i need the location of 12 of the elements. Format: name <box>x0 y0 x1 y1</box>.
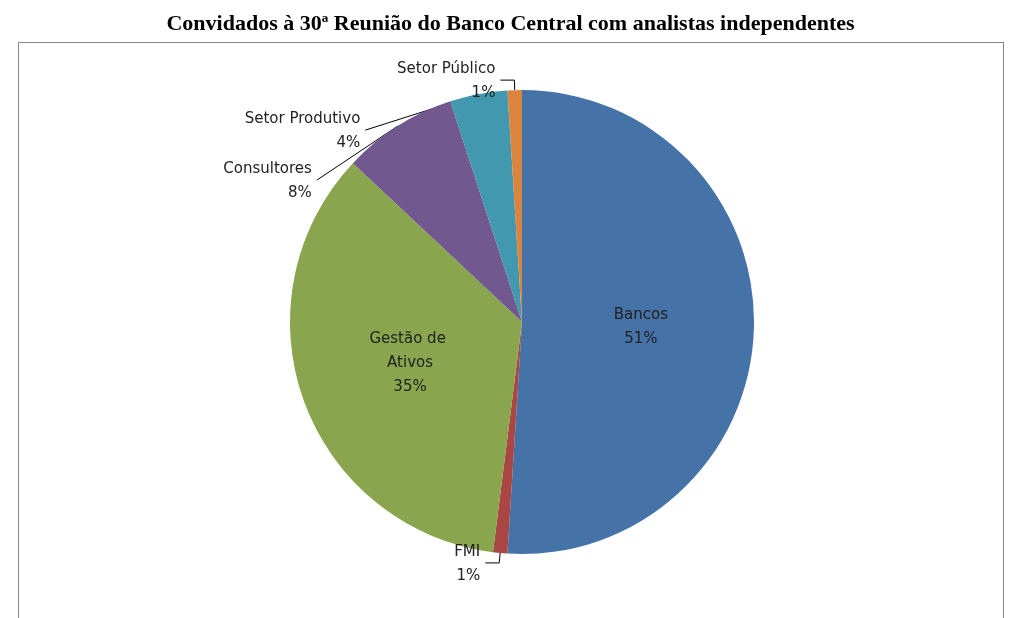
data-label: 35% <box>393 377 427 396</box>
slice-label: FMI <box>454 541 481 560</box>
slice-label: Setor Público <box>397 59 496 78</box>
data-label: 51% <box>624 328 658 347</box>
data-label: 1% <box>456 565 481 584</box>
slice-label: Gestão de Ativos <box>369 329 451 372</box>
slice-label: Consultores <box>223 159 313 178</box>
chart-title: Convidados à 30ª Reunião do Banco Central com analistas independentes <box>166 9 855 35</box>
data-label: 8% <box>288 183 312 202</box>
slice-label: Bancos <box>613 304 669 323</box>
slice-label: Setor Produtivo <box>244 109 361 128</box>
data-label: 4% <box>336 133 361 152</box>
